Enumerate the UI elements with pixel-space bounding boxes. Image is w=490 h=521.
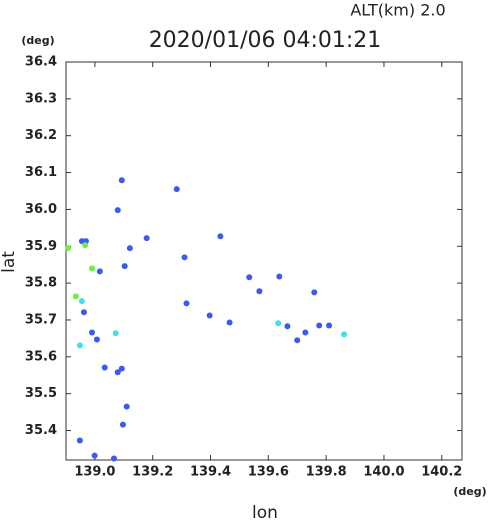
subtitle: ALT(km) 2.0	[350, 1, 445, 20]
x-tick-label: 139.8	[306, 465, 347, 480]
echo-point	[123, 403, 130, 410]
echo-point	[217, 233, 224, 240]
echo-point	[311, 289, 318, 296]
echo-point	[89, 265, 96, 272]
echo-point	[110, 455, 117, 462]
y-tick-label: 36.3	[25, 91, 57, 106]
chart-title: 2020/01/06 04:01:21	[149, 28, 382, 53]
echo-point	[78, 298, 85, 305]
echo-point	[82, 242, 89, 249]
echo-point	[76, 342, 83, 349]
echo-point	[294, 337, 301, 344]
echo-point	[96, 268, 103, 275]
y-axis-label: lat	[0, 251, 19, 273]
echo-point	[76, 437, 83, 444]
y-tick-label: 35.5	[25, 386, 57, 401]
y-tick-label: 36.1	[25, 165, 57, 180]
echo-point	[118, 177, 125, 184]
x-tick-label: 139.6	[248, 465, 289, 480]
echo-point	[93, 336, 100, 343]
echo-point	[112, 330, 119, 337]
echo-point	[256, 288, 263, 295]
y-tick-label: 35.9	[25, 239, 57, 254]
y-tick-label: 35.4	[25, 423, 57, 438]
echo-point	[226, 319, 233, 326]
echo-point	[72, 293, 79, 300]
x-axis-label: lon	[252, 503, 278, 521]
echo-point	[119, 421, 126, 428]
echo-point	[126, 245, 133, 252]
x-tick-label: 139.0	[74, 465, 115, 480]
echo-point	[275, 320, 282, 327]
echo-point	[89, 329, 96, 336]
y-tick-label: 35.7	[25, 312, 57, 327]
y-tick-label: 36.2	[25, 128, 57, 143]
echo-point	[118, 365, 125, 372]
y-tick-label: 36.0	[25, 202, 57, 217]
plot-frame	[65, 61, 463, 461]
echo-point	[276, 273, 283, 280]
echo-point	[114, 369, 121, 376]
echo-point	[91, 452, 98, 459]
echo-point	[316, 322, 323, 329]
echo-point	[114, 207, 121, 214]
echo-point	[206, 312, 213, 319]
y-tick-label: 36.4	[25, 55, 57, 70]
echo-point	[341, 331, 348, 338]
y-tick-label: 35.6	[25, 349, 57, 364]
echo-point	[143, 235, 150, 242]
echo-point	[284, 323, 291, 330]
x-tick-label: 140.2	[421, 465, 462, 480]
echo-point	[326, 322, 333, 329]
x-tick-label: 139.2	[132, 465, 173, 480]
echo-point	[183, 300, 190, 307]
echo-point	[181, 254, 188, 261]
echo-point	[121, 263, 128, 270]
echo-point	[101, 364, 108, 371]
echo-point	[65, 245, 72, 252]
x-unit: (deg)	[453, 485, 486, 498]
echo-point	[302, 329, 309, 336]
echo-point	[173, 186, 180, 193]
y-tick-label: 35.8	[25, 276, 57, 291]
x-tick-label: 139.4	[190, 465, 231, 480]
x-tick-label: 140.0	[363, 465, 404, 480]
echo-point	[80, 309, 87, 316]
echo-point	[246, 274, 253, 281]
y-unit: (deg)	[21, 34, 54, 47]
